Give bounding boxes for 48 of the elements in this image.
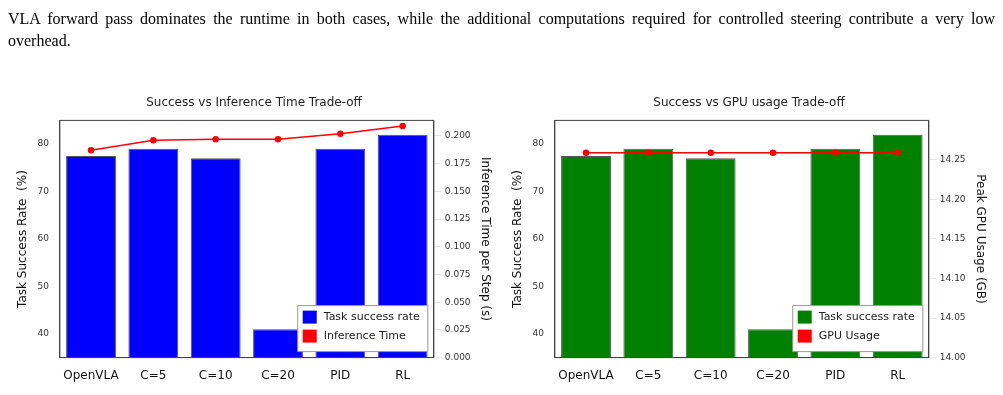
y-tick-label: 80 [37,138,50,149]
legend-label: Task success rate [322,310,421,324]
y-tick-label: 60 [37,233,50,244]
y2-tick-label: 0.050 [444,296,471,307]
x-tick-label: C=20 [756,367,790,382]
y2-tick-label: 0.100 [444,241,471,252]
legend-label: Task success rate [817,310,916,324]
y-tick-label: 60 [532,233,545,244]
y-tick-label: 50 [37,280,50,291]
x-tick-label: C=10 [198,367,233,382]
y2-tick-label: 0.150 [444,185,471,196]
x-tick-label: C=20 [261,367,295,382]
y-tick-label: 40 [532,328,545,339]
text: VLA forward pass dominates the runtime in both cases, while the additional computations required for controlled steering contribute a very low overhead. [8,9,995,51]
x-tick-label: PID [825,367,846,382]
y2-tick-label: 14.05 [939,312,966,323]
y-axis-title: Task Success Rate (%) [15,170,30,309]
y2-tick-label: 0.200 [444,130,471,141]
x-tick-label: C=10 [693,367,728,382]
x-tick-label: C=5 [140,367,167,382]
y2-tick-label: 0.175 [444,157,471,168]
y-tick-label: 50 [532,280,545,291]
y2-tick-label: 14.25 [939,154,966,165]
y-tick-label: 70 [532,185,545,196]
y2-tick-label: 0.075 [444,268,471,279]
y2-tick-label: 14.15 [939,233,966,244]
y2-tick-label: 0.125 [444,213,471,224]
chart-title: Success vs GPU usage Trade-off [653,95,846,110]
x-tick-label: C=5 [635,367,662,382]
x-tick-label: OpenVLA [63,367,120,382]
y2-tick-label: 14.10 [939,272,966,283]
y-tick-label: 80 [532,138,545,149]
y2-tick-label: 0.000 [444,351,471,362]
legend-label: GPU Usage [818,329,880,343]
y-tick-label: 70 [37,185,50,196]
y-tick-label: 40 [37,328,50,339]
x-tick-label: RL [395,367,411,382]
y2-axis-title: Peak GPU Usage (GB) [973,174,988,304]
y2-tick-label: 14.00 [939,351,966,362]
y-axis-title: Task Success Rate (%) [510,170,525,309]
chart-title: Success vs Inference Time Trade-off [146,95,363,110]
y2-tick-label: 14.20 [939,193,966,204]
x-tick-label: OpenVLA [558,367,615,382]
x-tick-label: RL [890,367,906,382]
y2-tick-label: 0.025 [444,324,471,335]
y2-axis-title: Inference Time per Step (s) [478,157,493,321]
legend-label: Inference Time [323,329,407,343]
x-tick-label: PID [330,367,351,382]
